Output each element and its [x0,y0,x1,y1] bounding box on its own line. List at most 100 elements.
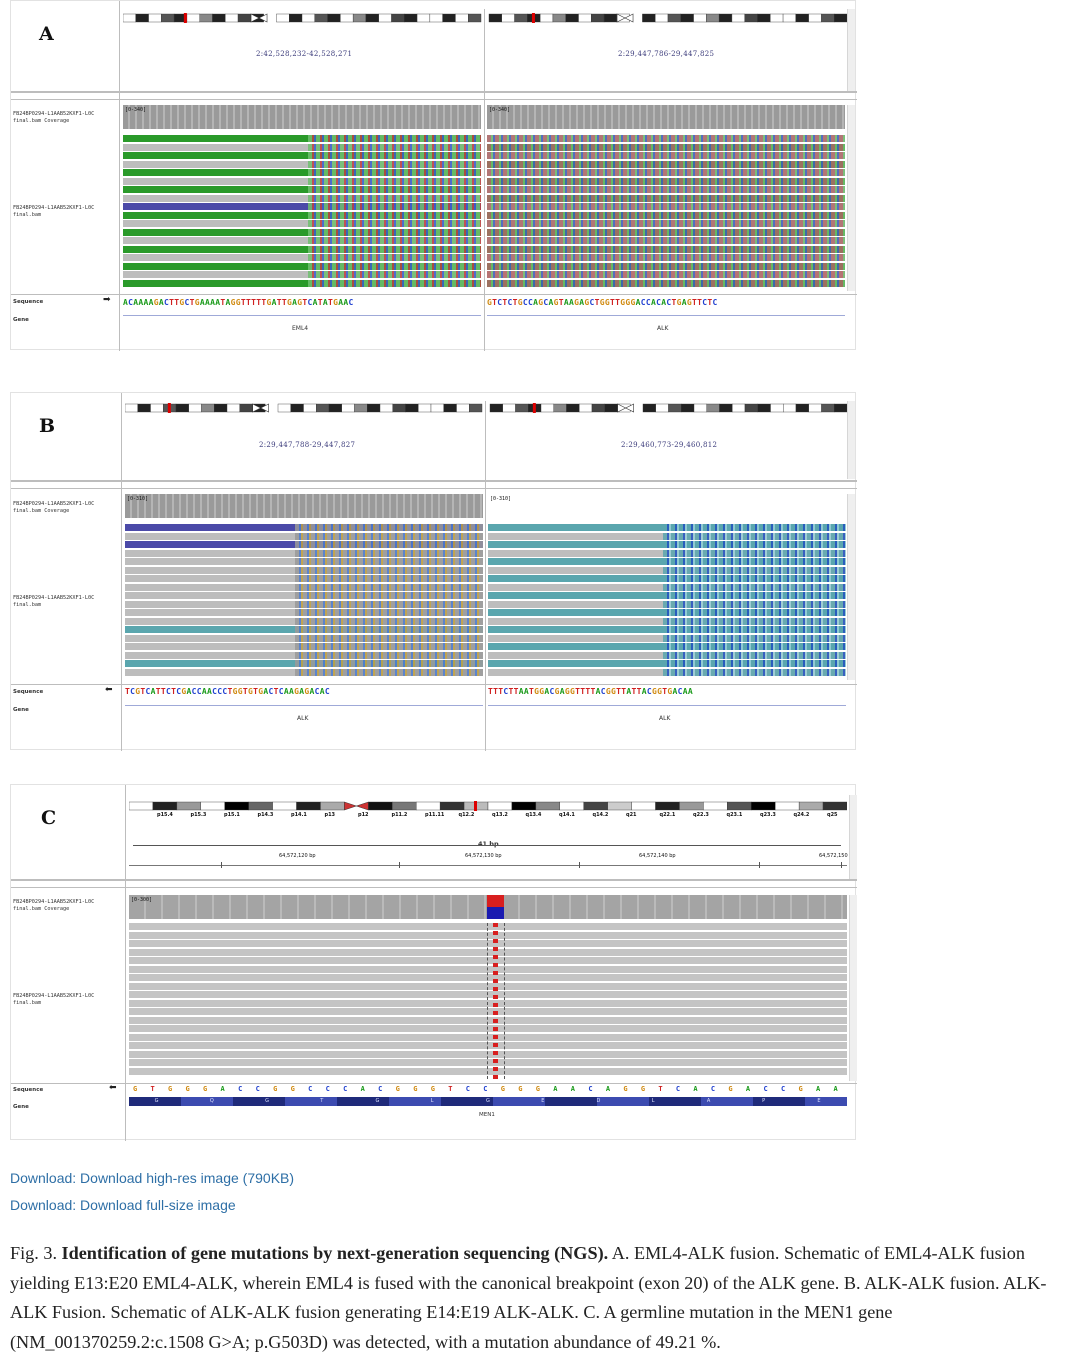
mismatch-region [487,135,845,142]
sequence-base: C [763,1085,768,1093]
mismatch-region [487,152,845,159]
gene-label: Gene [13,707,29,713]
sequence-base: G [518,1085,523,1093]
download-full-size-link[interactable]: Download: Download full-size image [10,1197,236,1213]
ruler-tick [841,862,842,868]
mismatch-region [308,186,481,193]
sequence-base: C [675,1085,681,1093]
mismatch-region [308,220,481,227]
mismatch-region [663,592,846,599]
mismatch-region [295,549,483,557]
mismatch-region [663,524,846,531]
ruler-tick-label: 64,572,140 bp [639,853,676,859]
mismatch-region [308,152,481,159]
mismatch-region [308,177,481,185]
mismatch-region [663,558,846,565]
sequence-base: C [325,1085,330,1093]
sequence-base: C [238,1085,243,1093]
span-line [133,845,841,846]
sequence-base: G [413,1085,418,1093]
mismatch-region [663,668,846,676]
ruler-line [129,865,847,866]
sequence-base: A [553,1085,558,1093]
read [129,1033,847,1041]
read [129,1016,847,1024]
ruler-tick-label: 64,572,150 [819,853,848,859]
coverage-bar-left [123,105,481,129]
mismatch-region [308,203,481,210]
ruler-tick [221,862,222,868]
sequence-base: G [273,1085,278,1093]
mismatch-region [487,211,845,219]
sequence-base: C [308,1085,313,1093]
reference-sequence-left: ACAAAAGACTTGCTGAAAATAGGTTTTTGATTGAGTCATA… [123,298,354,307]
mismatch-region [487,169,845,176]
cytoband-label: p15.3 [190,812,207,818]
strand-arrow-icon[interactable]: ➡ [103,295,111,305]
split-divider [485,401,486,751]
read [129,1067,847,1075]
read-alignments-right [487,135,845,291]
mismatch-region [487,203,845,210]
sequence-base: G [395,1085,400,1093]
mismatch-region [308,262,481,270]
read [129,982,847,990]
read [123,169,481,176]
center-guide-line [504,923,505,1079]
sequence-base: A [570,1085,576,1093]
read [123,279,481,287]
coverage-bar-right [488,494,846,518]
mismatch-region [487,279,845,287]
scrollbar[interactable] [847,401,855,479]
mismatch-region [663,617,846,625]
cytoband-labels: p15.4 p15.3 p15.1 p14.3 p14.1 p13 p12 p11.2 p11.… [129,812,847,820]
mismatch-region [663,609,846,616]
strand-arrow-icon[interactable]: ⬅ [109,1083,117,1093]
sequence-base: G [185,1085,190,1093]
coverage-range-label: [0-300] [131,897,153,903]
gene-track-line [488,705,846,706]
mismatch-region [295,524,483,531]
sequence-base: G [168,1085,173,1093]
ruler-tick [759,862,760,868]
amino-acid: E [817,1098,821,1104]
bam-track-label: FB24BP0294-L1AAB52KXF1-L0C final.bam [13,205,95,218]
sequence-base: A [360,1085,365,1093]
scrollbar[interactable] [847,9,855,91]
scrollbar[interactable] [849,795,857,879]
mismatch-region [663,626,846,633]
mismatch-region [487,271,845,278]
mismatch-region [295,668,483,676]
cytoband-label: q13.4 [525,812,542,818]
mismatch-region [663,600,846,608]
sequence-base: A [815,1085,821,1093]
figure-caption: Fig. 3. Identification of gene mutations… [10,1239,1074,1353]
coverage-track-label: FB24BP0294-L1AAB52KXF1-L0C final.bam Cov… [13,501,95,514]
scrollbar[interactable] [849,895,857,1081]
amino-acid: L [651,1098,655,1104]
scrollbar[interactable] [847,105,855,291]
sequence-divider [11,684,857,685]
mismatch-region [663,634,846,642]
mismatch-region [295,651,483,659]
scrollbar[interactable] [847,494,855,680]
sequence-base: C [343,1085,348,1093]
read [129,1059,847,1066]
header-divider-2 [11,488,857,489]
amino-acid: E [541,1098,545,1104]
mismatch-region [308,211,481,219]
download-high-res-link[interactable]: Download: Download high-res image (790KB… [10,1170,295,1186]
chromosome-ideogram [123,13,847,23]
sequence-base: G [290,1085,295,1093]
mismatch-region [487,262,845,270]
sequence-base: G [728,1085,733,1093]
gene-name-right: ALK [659,715,671,722]
coordinate-ruler: 64,572,120 bp 64,572,130 bp 64,572,140 bp 6… [129,853,848,871]
gene-track-line [487,315,845,316]
mismatch-region [295,558,483,565]
read [123,186,481,193]
cytoband-label: q13.2 [492,812,508,818]
cytoband-label: q23.1 [726,812,743,818]
strand-arrow-icon[interactable]: ⬅ [105,685,113,695]
